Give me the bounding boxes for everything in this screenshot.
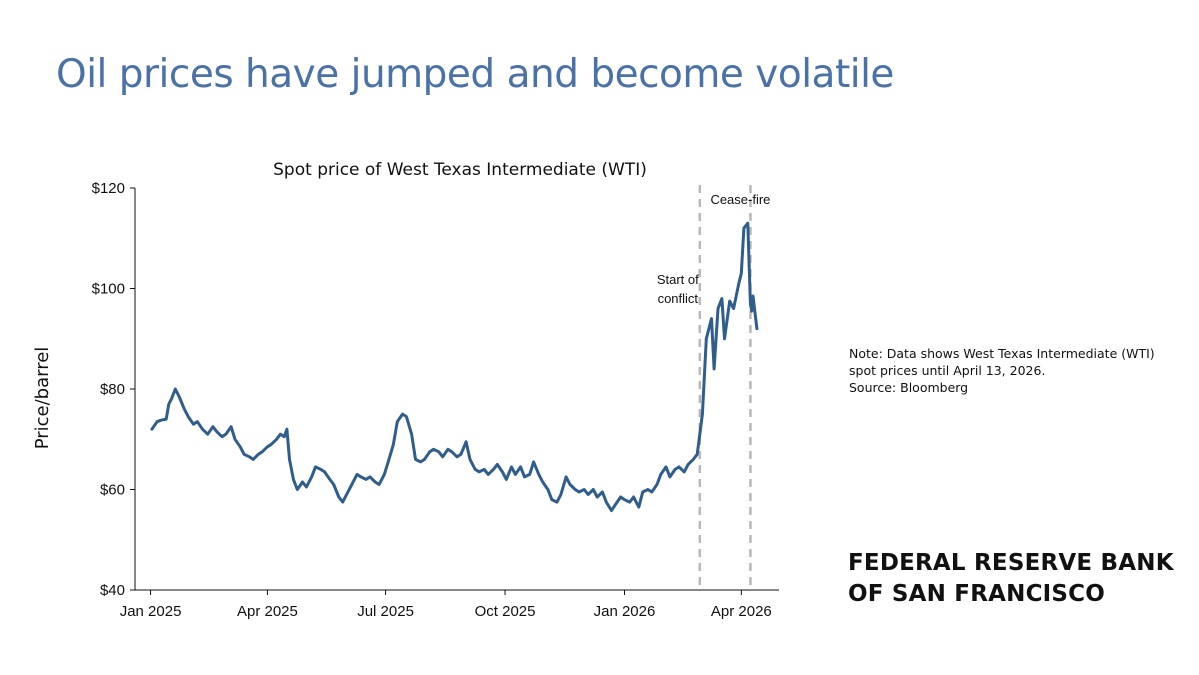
brand-line-1: FEDERAL RESERVE BANK [848,550,1174,576]
brand-line-2: OF SAN FRANCISCO [848,581,1105,607]
x-tick-label: Jan 2026 [594,603,656,620]
x-tick-label: Jan 2025 [120,603,182,620]
y-tick-label: $80 [100,381,125,398]
chart-note: Note: Data shows West Texas Intermediate… [849,345,1179,396]
axis-ticks: $40 $60 $80 $100 $120 Jan 2025 Apr 2025 Jul 202… [92,180,772,620]
y-tick-label: $60 [100,482,125,499]
x-tick-label: Jul 2025 [357,603,414,620]
x-tick-label: Apr 2025 [237,603,298,620]
y-tick-label: $40 [100,582,125,599]
axes [134,188,779,591]
chart-title: Spot price of West Texas Intermediate (W… [273,160,647,180]
annotation-label: Start of [657,272,699,287]
annotations: Start of conflict Cease-fire [657,185,770,590]
annotation-label: conflict [658,291,699,306]
series-line [150,221,759,513]
series-group [150,221,759,513]
note-line: Note: Data shows West Texas Intermediate… [849,346,1155,361]
brand-logo: FEDERAL RESERVE BANK OF SAN FRANCISCO [848,548,1174,610]
note-line: spot prices until April 13, 2026. [849,363,1046,378]
x-tick-label: Apr 2026 [711,603,772,620]
y-tick-label: $120 [92,180,125,197]
x-tick-label: Oct 2025 [475,603,536,620]
annotation-label: Cease-fire [710,192,770,207]
y-tick-label: $100 [92,281,125,298]
page-title: Oil prices have jumped and become volati… [56,52,894,97]
y-axis-label: Price/barrel [32,347,53,450]
note-source: Source: Bloomberg [849,380,969,395]
